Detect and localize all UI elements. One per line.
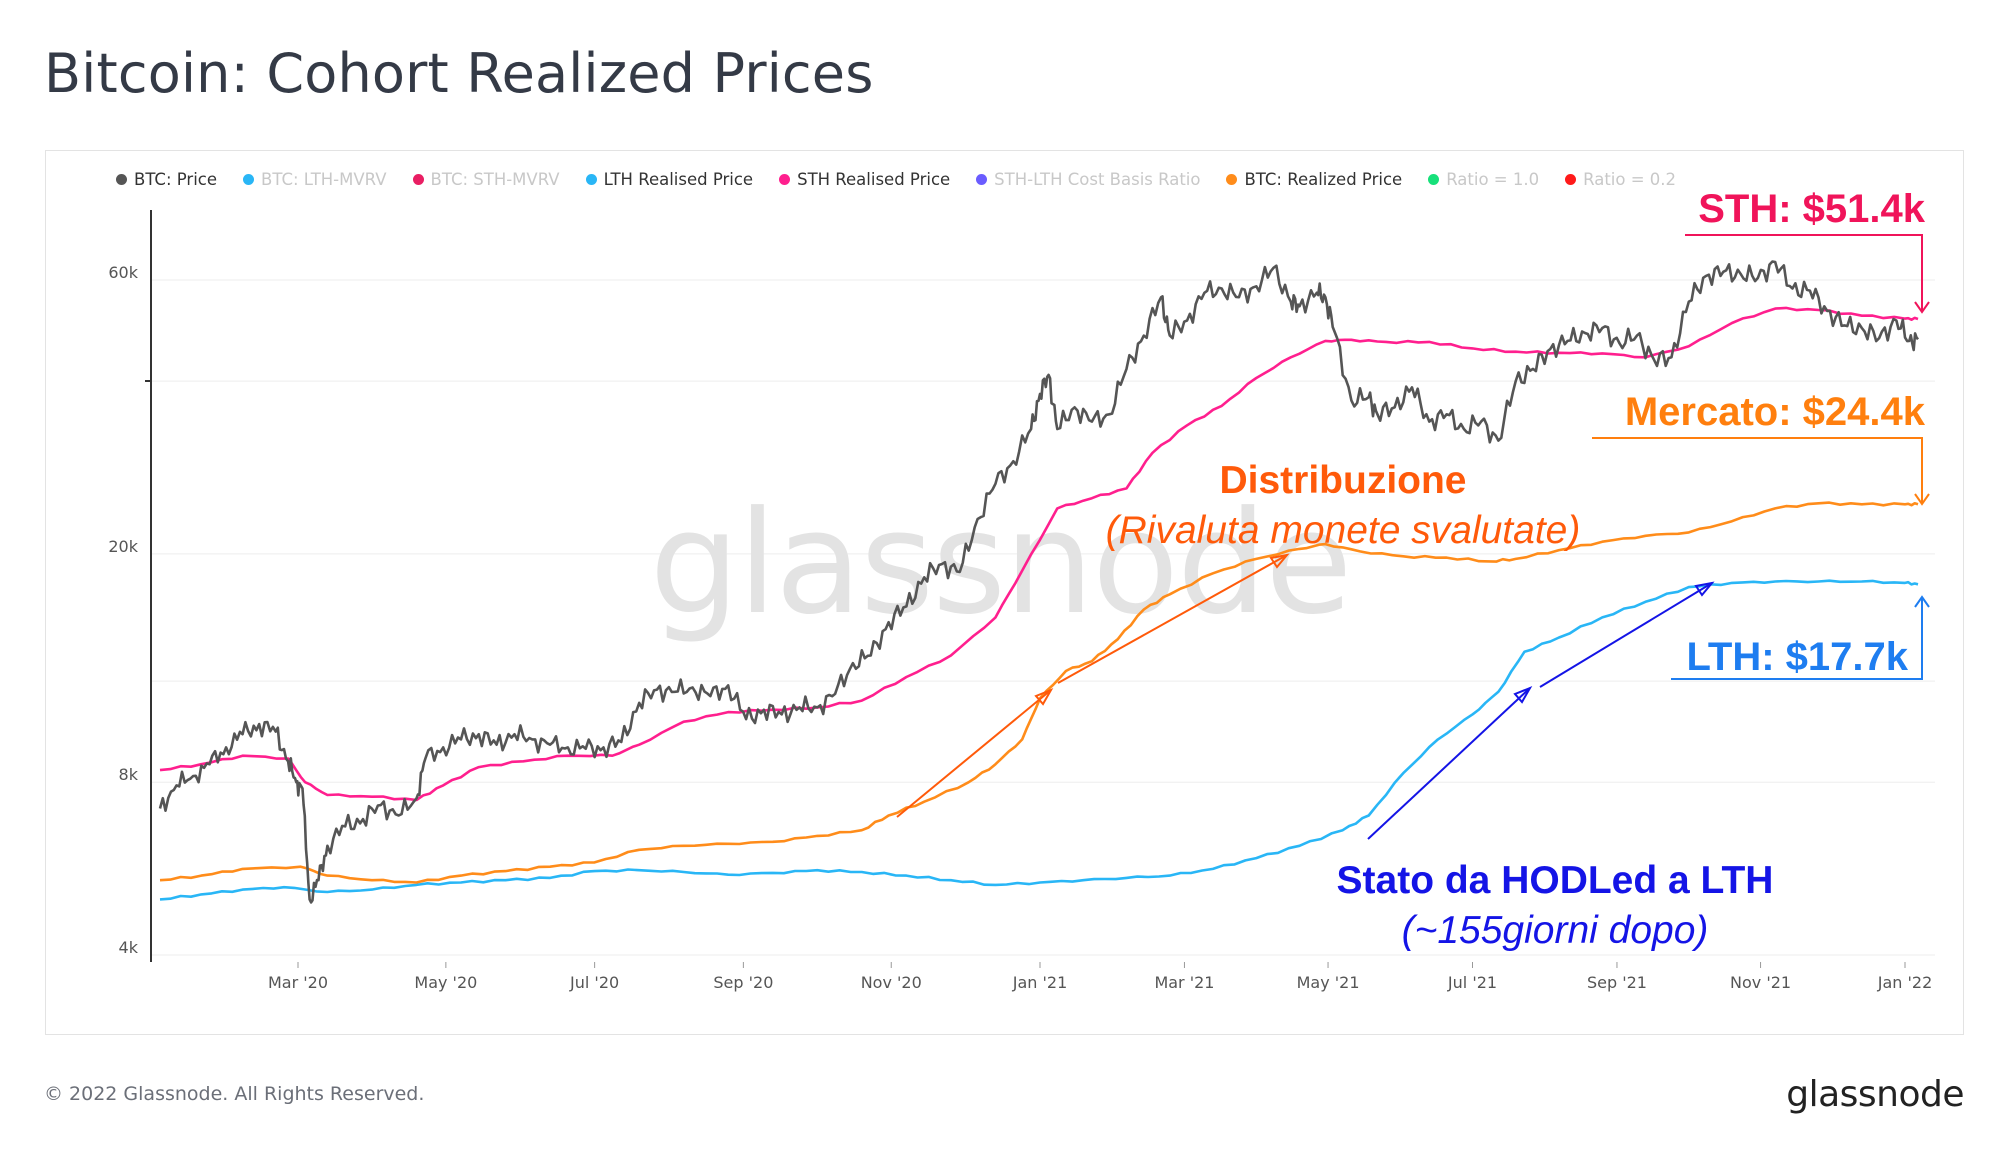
legend-label: STH-LTH Cost Basis Ratio (994, 169, 1201, 189)
distribution-arrow-2 (1057, 554, 1288, 684)
y-tick-label: 60k (108, 263, 138, 282)
legend-label: STH Realised Price (797, 169, 951, 189)
y-tick-label: 8k (119, 765, 139, 784)
series-line-realized (159, 501, 1919, 884)
legend-label: BTC: Realized Price (1244, 169, 1403, 189)
sth-annotation: STH: $51.4k (1698, 187, 1926, 231)
series-line-lth (159, 579, 1919, 901)
x-tick-label: May '21 (1297, 973, 1360, 992)
watermark: glassnode (650, 481, 1351, 646)
legend-item[interactable]: STH-LTH Cost Basis Ratio (976, 170, 1200, 189)
legend-label: BTC: LTH-MVRV (261, 169, 387, 189)
y-tick-label: 20k (108, 537, 138, 556)
legend-item[interactable]: BTC: Realized Price (1226, 170, 1402, 189)
x-tick-label: Sep '20 (713, 973, 773, 992)
x-tick-label: Jul '20 (569, 973, 619, 992)
hodl-arrow-2-head (1694, 581, 1715, 597)
legend-dot-icon (412, 173, 424, 185)
distribution-arrow-2-head (1269, 553, 1290, 569)
distribution-arrow-1 (896, 689, 1052, 818)
x-tick-label: Nov '21 (1730, 973, 1791, 992)
legend-item[interactable]: STH Realised Price (779, 170, 950, 189)
x-tick-label: Sep '21 (1587, 973, 1647, 992)
x-tick-label: Jan '21 (1012, 973, 1068, 992)
axes: 4k 8k 20k 60k Mar '20 May '20 Jul '20 Sep '20 No… (108, 210, 1932, 992)
x-tick-label: Mar '20 (268, 973, 328, 992)
x-tick-label: May '20 (414, 973, 477, 992)
sth-pointer-head (1914, 301, 1930, 314)
legend-item[interactable]: Ratio = 0.2 (1565, 170, 1676, 189)
legend-item[interactable]: BTC: LTH-MVRV (243, 170, 387, 189)
footer-logo[interactable]: glassnode (1786, 1074, 1964, 1115)
distribution-arrow-1-head (1034, 688, 1054, 706)
series-layer (158, 260, 1920, 904)
legend-label: Ratio = 0.2 (1583, 169, 1677, 189)
legend-item[interactable]: BTC: STH-MVRV (412, 169, 560, 189)
series-line-price (158, 260, 1920, 904)
footer-copyright: © 2022 Glassnode. All Rights Reserved. (44, 1083, 425, 1105)
lth-pointer (1671, 598, 1923, 680)
x-tick-label: Nov '20 (861, 973, 922, 992)
legend-dot-icon (976, 173, 988, 185)
legend-dot-icon (116, 173, 127, 185)
page-title: Bitcoin: Cohort Realized Prices (44, 42, 874, 105)
hodl-arrow-1 (1367, 687, 1531, 840)
hodl-title: Stato da HODLed a LTH (1337, 859, 1774, 902)
hodl-arrow-2 (1539, 582, 1713, 688)
series-line-sth (159, 306, 1919, 802)
distribution-subtitle: (Rivaluta monete svalutate) (1106, 509, 1581, 552)
legend-dot-icon (1565, 173, 1577, 185)
x-tick-label: Jan '22 (1877, 973, 1933, 992)
legend-label: BTC: STH-MVRV (430, 169, 560, 189)
x-tick-label: Mar '21 (1154, 973, 1214, 992)
legend-item[interactable]: Ratio = 1.0 (1428, 170, 1539, 189)
legend-dot-icon (1226, 173, 1238, 185)
lth-annotation: LTH: $17.7k (1686, 635, 1908, 679)
distribution-title: Distribuzione (1219, 459, 1466, 502)
sth-pointer (1685, 234, 1923, 310)
annotations: STH: $51.4k Mercato: $24.4k LTH: $17.7k … (896, 187, 1930, 952)
lth-pointer-head (1914, 595, 1930, 608)
legend-item[interactable]: LTH Realised Price (585, 169, 754, 189)
y-tick-label: 4k (119, 938, 139, 957)
legend-dot-icon (779, 173, 791, 185)
legend-dot-icon (1428, 173, 1440, 185)
legend-dot-icon (243, 173, 255, 185)
x-tick-label: Jul '21 (1447, 973, 1497, 992)
market-pointer-head (1914, 493, 1930, 506)
legend-item[interactable]: BTC: Price (116, 170, 217, 189)
chart-frame (45, 150, 1964, 1035)
legend: BTC: Price BTC: LTH-MVRV BTC: STH-MVRV LTH … (116, 168, 1966, 190)
hodl-arrow-1-head (1513, 686, 1533, 704)
hodl-subtitle: (~155giorni dopo) (1402, 909, 1709, 952)
legend-label: BTC: Price (134, 169, 218, 189)
market-annotation: Mercato: $24.4k (1625, 390, 1926, 434)
market-pointer (1592, 437, 1923, 503)
legend-label: Ratio = 1.0 (1446, 169, 1540, 189)
legend-label: LTH Realised Price (603, 169, 754, 189)
legend-dot-icon (585, 173, 597, 185)
